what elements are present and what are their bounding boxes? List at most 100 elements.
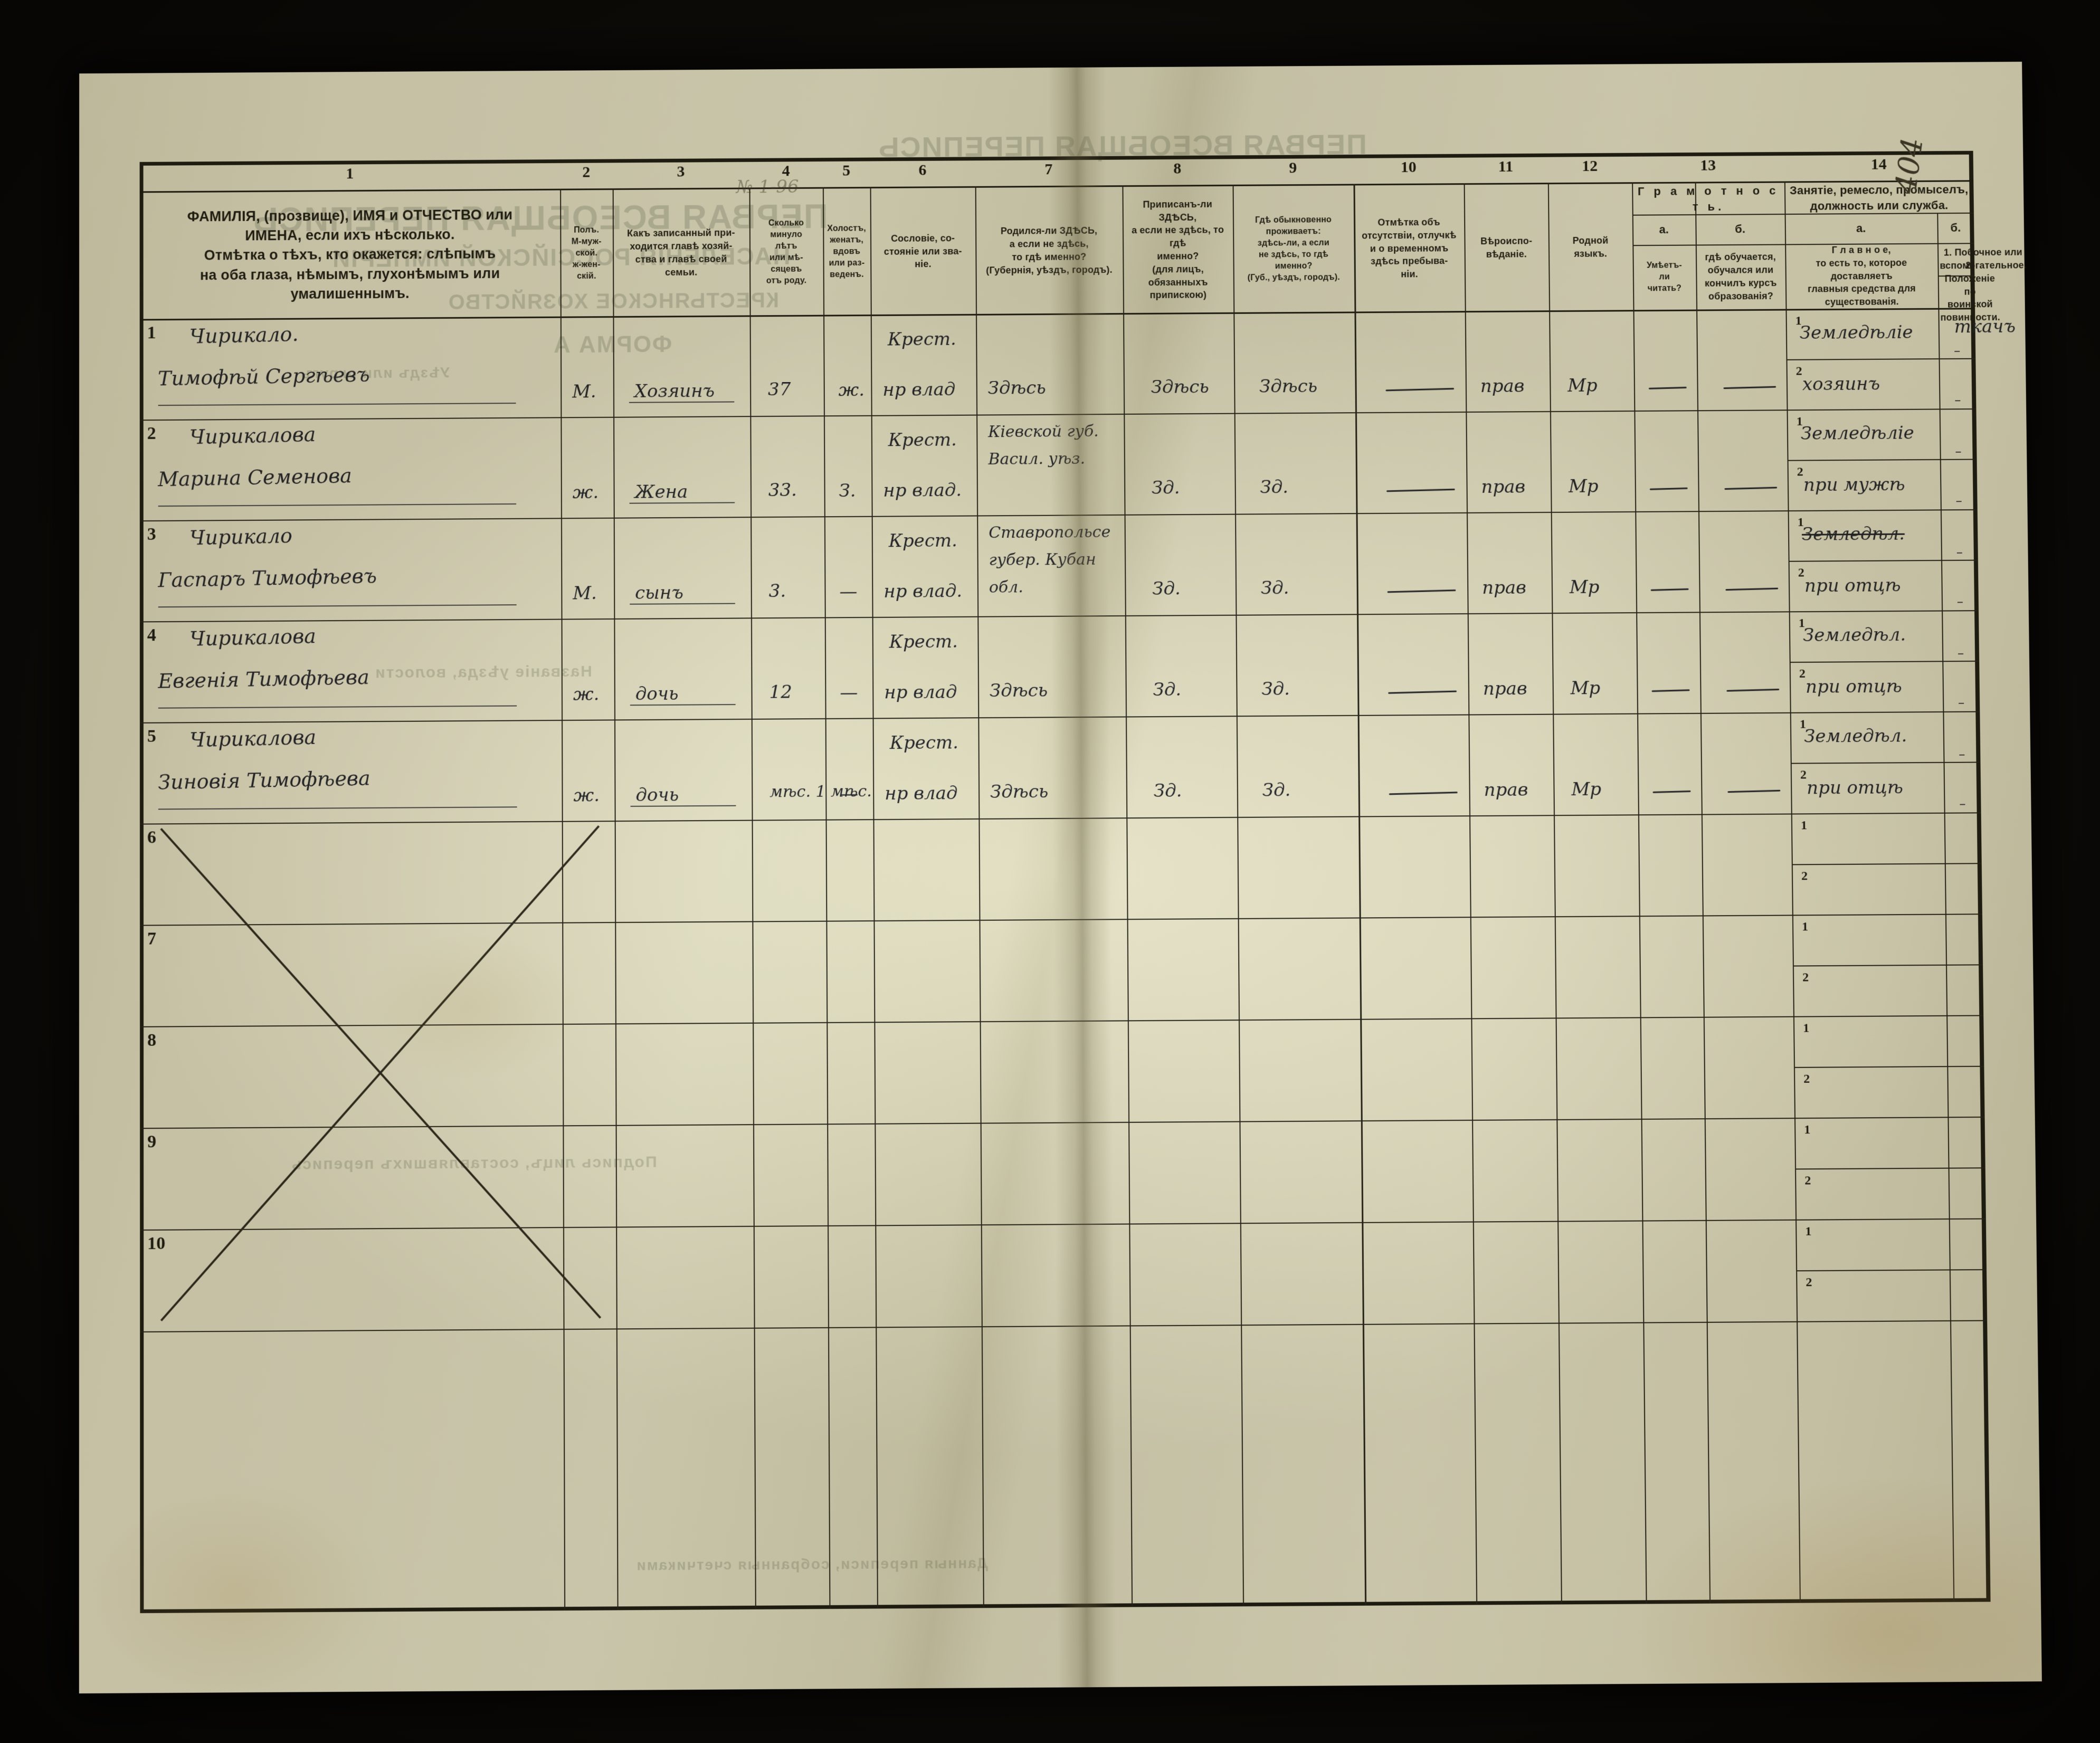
entry-sex: ж. bbox=[573, 785, 600, 806]
subrow-number-2: 2 bbox=[1798, 566, 1804, 580]
occupation-side-rule-1 bbox=[1958, 653, 1964, 655]
entry-surname: Чирикалова bbox=[189, 725, 317, 752]
column-divider bbox=[612, 188, 619, 1611]
column-header-occupation-a-text: Г л а в н о е, то есть то, которое достав… bbox=[1808, 244, 1916, 308]
name-underline bbox=[158, 705, 517, 709]
dash-mark bbox=[1387, 589, 1456, 593]
entry-estate-line1: Крест. bbox=[888, 429, 957, 451]
entry-birthplace-line: Васил. уѣз. bbox=[988, 449, 1086, 469]
column-divider bbox=[1464, 183, 1478, 1605]
entry-registration: Зд. bbox=[1151, 477, 1180, 499]
entry-relation: дочь bbox=[635, 683, 679, 705]
entry-language: Мр bbox=[1567, 375, 1598, 396]
entry-sex: ж. bbox=[572, 482, 599, 503]
entry-given-name: Зиновiя Тимофѣева bbox=[158, 766, 370, 794]
row-number: 2 bbox=[147, 423, 156, 443]
column-number-12: 12 bbox=[1582, 157, 1598, 175]
subrow-number-1: 1 bbox=[1803, 1021, 1810, 1035]
column-number-2: 2 bbox=[582, 163, 591, 181]
dash-mark bbox=[1388, 690, 1457, 694]
entry-occupation-main-line2: при отцѣ bbox=[1805, 675, 1902, 698]
name-underline bbox=[158, 806, 517, 810]
subrow-divider bbox=[1790, 761, 1981, 764]
occupation-side-rule-2 bbox=[1959, 702, 1964, 704]
entry-relation: дочь bbox=[635, 784, 679, 806]
entry-marital-status: З. bbox=[839, 480, 856, 502]
subrow-number-2: 2 bbox=[1801, 869, 1808, 883]
subrow-number-1: 1 bbox=[1804, 1122, 1811, 1137]
occupation-a-b-divider bbox=[1937, 213, 1955, 1602]
column-divider bbox=[1695, 182, 1711, 1604]
entry-estate-line1: Крест. bbox=[889, 732, 959, 754]
column-number-11: 11 bbox=[1498, 158, 1514, 175]
entry-sex: ж. bbox=[573, 683, 600, 705]
column-header-occupation-title: Занятіе, ремесло, промыселъ, должность и… bbox=[1789, 182, 1969, 213]
entry-given-name: Марина Семенова bbox=[158, 464, 353, 491]
subrow-divider bbox=[1787, 459, 1977, 461]
row-divider bbox=[140, 1015, 1984, 1027]
subrow-divider bbox=[1793, 1065, 1984, 1068]
row-divider bbox=[140, 1320, 1988, 1332]
census-table: 1 2 3 4 5 6 7 8 9 10 11 12 13 14 ФАМИЛІЯ, (прозвище), … bbox=[139, 150, 2027, 1613]
dash-mark bbox=[1649, 487, 1688, 490]
column-header-estate: Сословіе, со-стояніе или зва-ніе. bbox=[883, 233, 962, 270]
dash-mark bbox=[1724, 487, 1778, 490]
column-header-sex: Полъ. М-муж-ской. ж-жен-скій. bbox=[571, 225, 602, 281]
dash-mark bbox=[1723, 386, 1776, 389]
entry-surname: Чирикало bbox=[189, 524, 293, 550]
column-header-marital: Холостъ, женатъ, вдовъ или раз-веденъ. bbox=[827, 224, 866, 280]
dash-mark bbox=[1648, 386, 1687, 389]
entry-occupation-side: ткачъ bbox=[1954, 316, 2016, 338]
subrow-divider bbox=[1792, 964, 1983, 967]
subrow-divider bbox=[1789, 660, 1980, 663]
column-header-occupation-a-letter: а. bbox=[1856, 221, 1866, 235]
entry-marital-status: — bbox=[840, 783, 859, 805]
row-divider bbox=[139, 408, 1977, 421]
subrow-number-2: 2 bbox=[1797, 465, 1803, 479]
entry-occupation-main-line1: Земледѣлiе bbox=[1800, 422, 1915, 444]
column-header-literacy-title: Г р а м о т н о с т ь. bbox=[1637, 184, 1779, 214]
entry-surname: Чирикалова bbox=[189, 624, 317, 651]
column-divider bbox=[1122, 185, 1133, 1607]
column-header-religion: Вѣроиспо-вѣданіе. bbox=[1480, 235, 1533, 260]
entry-estate-line1: Крест. bbox=[889, 631, 958, 653]
entry-relation: Хозяинъ bbox=[634, 380, 715, 402]
entry-language: Мр bbox=[1570, 678, 1601, 699]
subrow-number-1: 1 bbox=[1805, 1224, 1812, 1239]
column-header-occupation-b-letter: б. bbox=[1950, 221, 1961, 234]
entry-language: Мр bbox=[1568, 475, 1599, 497]
row-divider bbox=[139, 509, 1978, 522]
occupation-side-rule-1 bbox=[1954, 350, 1960, 352]
subrow-number-2: 2 bbox=[1795, 364, 1802, 378]
subrow-divider bbox=[1788, 559, 1978, 562]
row-divider bbox=[140, 1218, 1986, 1231]
entry-registration: Зд. bbox=[1152, 578, 1181, 599]
entry-given-name: Тимофѣй Сергѣевъ bbox=[157, 363, 370, 390]
row-divider bbox=[139, 610, 1979, 623]
entry-residence: Зд. bbox=[1261, 678, 1290, 700]
entry-occupation-main-line2: при отцѣ bbox=[1807, 777, 1904, 799]
entry-surname: Чирикалова bbox=[189, 422, 316, 449]
entry-occupation-main-line1: Земледѣлiе bbox=[1799, 321, 1913, 344]
dash-mark bbox=[1389, 792, 1458, 795]
entry-occupation-main-line1: Земледѣл. bbox=[1801, 523, 1905, 545]
dash-mark bbox=[1385, 387, 1455, 392]
entry-estate-line1: Крест. bbox=[888, 530, 957, 552]
occupation-side-rule-1 bbox=[1955, 451, 1961, 453]
entry-religion: прав bbox=[1482, 577, 1526, 599]
entry-estate-line2: нр влад. bbox=[883, 580, 963, 602]
column-header-names: ФАМИЛІЯ, (прозвище), ИМЯ и ОТЧЕСТВО или И… bbox=[187, 206, 513, 302]
subrow-number-2: 2 bbox=[1804, 1174, 1811, 1188]
entry-sex: М. bbox=[572, 381, 596, 403]
archive-top-stamp: № 1-96 bbox=[736, 176, 799, 198]
column-divider bbox=[1232, 184, 1244, 1607]
occupation-side-rule-1 bbox=[1959, 754, 1965, 756]
column-divider bbox=[749, 187, 756, 1609]
dash-mark bbox=[1725, 587, 1779, 591]
entry-surname: Чирикало. bbox=[189, 322, 299, 348]
entry-occupation-main-line2: при отцѣ bbox=[1804, 575, 1901, 597]
entry-residence: Зд. bbox=[1260, 477, 1289, 498]
subrow-number-1: 1 bbox=[1800, 818, 1808, 833]
column-number-13: 13 bbox=[1700, 156, 1716, 174]
entry-occupation-main-line1: Земледѣл. bbox=[1802, 624, 1906, 646]
